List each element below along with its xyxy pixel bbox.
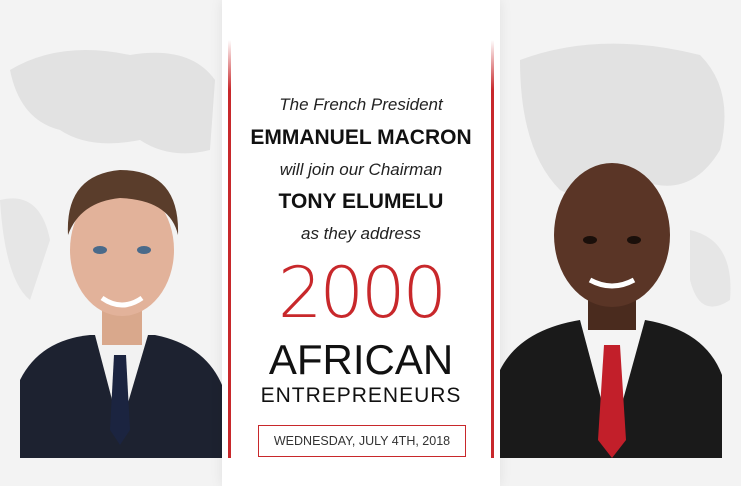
red-border-left xyxy=(228,40,231,458)
address-text: as they address xyxy=(300,224,421,243)
macron-photo xyxy=(20,140,222,458)
intro-text: The French President xyxy=(279,95,443,114)
announcement-panel: The French President EMMANUEL MACRON wil… xyxy=(222,0,500,486)
elumelu-photo xyxy=(500,140,722,458)
chairman-name: TONY ELUMELU xyxy=(278,190,444,213)
headline-african: AFRICAN xyxy=(268,336,454,383)
event-date: WEDNESDAY, JULY 4TH, 2018 xyxy=(258,425,466,457)
headline-entrepreneurs: ENTREPRENEURS xyxy=(260,384,462,407)
join-text: will join our Chairman xyxy=(279,160,443,179)
guest-name: EMMANUEL MACRON xyxy=(250,126,472,149)
red-border-right xyxy=(491,40,494,458)
headline-number: 2000 xyxy=(277,252,447,334)
